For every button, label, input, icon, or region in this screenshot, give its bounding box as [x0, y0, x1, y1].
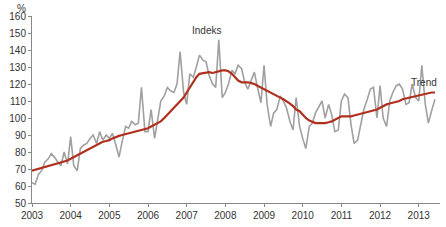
svg-text:80: 80	[15, 147, 27, 158]
svg-text:Indeks: Indeks	[192, 25, 221, 36]
svg-text:2008: 2008	[214, 210, 237, 221]
svg-text:2005: 2005	[98, 210, 121, 221]
svg-text:2011: 2011	[331, 210, 353, 221]
svg-text:%: %	[17, 3, 26, 14]
svg-text:2013: 2013	[408, 210, 431, 221]
svg-text:160: 160	[9, 11, 26, 22]
svg-text:50: 50	[15, 198, 27, 209]
svg-text:130: 130	[9, 62, 26, 73]
svg-text:2012: 2012	[369, 210, 392, 221]
svg-text:140: 140	[9, 45, 26, 56]
svg-text:Trend: Trend	[411, 77, 437, 88]
svg-text:2003: 2003	[21, 210, 44, 221]
svg-text:120: 120	[9, 79, 26, 90]
svg-text:90: 90	[15, 130, 27, 141]
svg-text:2007: 2007	[176, 210, 199, 221]
svg-text:2006: 2006	[137, 210, 160, 221]
svg-text:60: 60	[15, 181, 27, 192]
svg-text:150: 150	[9, 28, 26, 39]
svg-text:70: 70	[15, 164, 27, 175]
svg-text:2004: 2004	[60, 210, 83, 221]
svg-text:2010: 2010	[292, 210, 315, 221]
svg-text:110: 110	[10, 96, 26, 107]
svg-text:100: 100	[9, 113, 26, 124]
svg-text:2009: 2009	[253, 210, 276, 221]
